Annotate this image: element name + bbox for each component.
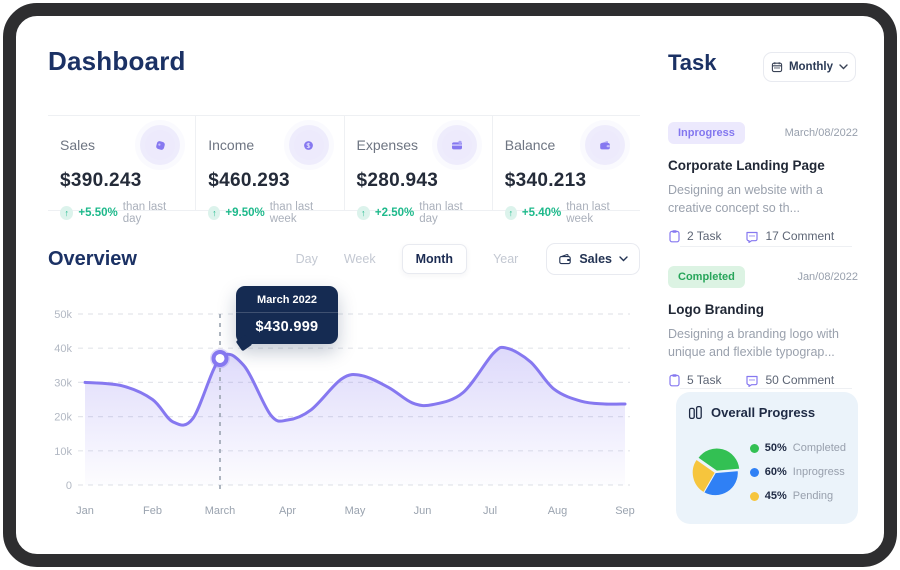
stat-delta: +2.50% <box>374 207 415 219</box>
stat-delta: +5.50% <box>78 207 118 219</box>
svg-text:20k: 20k <box>54 412 72 424</box>
overview-line-chart[interactable]: 50k 40k 30k 20k 10k 0 Jan Feb March Apr May Jun Jul A… <box>48 286 640 530</box>
stat-label: Expenses <box>356 137 418 153</box>
stat-label: Sales <box>60 137 96 153</box>
stat-delta-suffix: than last day <box>122 201 167 225</box>
svg-text:March: March <box>205 505 236 517</box>
task-card[interactable]: Completed Jan/08/2022 Logo Branding Desi… <box>668 266 858 387</box>
tab-day[interactable]: Day <box>295 252 318 266</box>
tab-month[interactable]: Month <box>401 244 468 274</box>
arrow-up-icon: ↑ <box>208 206 221 220</box>
svg-text:30k: 30k <box>54 377 72 389</box>
status-badge: Completed <box>668 266 745 288</box>
clipboard-icon <box>669 230 680 243</box>
task-date: March/08/2022 <box>784 127 858 139</box>
legend-dot <box>749 443 759 453</box>
stat-card-balance[interactable]: Balance $340.213 ↑ +5.40% than last week <box>491 116 640 225</box>
status-badge: Inprogress <box>668 122 745 144</box>
svg-text:Sep: Sep <box>615 505 635 517</box>
task-description: Designing an website with a creative con… <box>668 183 823 216</box>
svg-text:Jul: Jul <box>483 505 497 517</box>
svg-text:May: May <box>345 505 366 517</box>
stat-label: Balance <box>504 137 556 153</box>
monthly-filter-dropdown[interactable]: Monthly <box>763 52 856 82</box>
progress-title: Overall Progress <box>711 405 816 420</box>
stat-delta-suffix: than last week <box>269 201 314 225</box>
arrow-up-icon: ↑ <box>60 206 74 220</box>
tooltip-title: March 2022 <box>236 294 338 313</box>
comment-count: 17 Comment <box>745 229 834 243</box>
task-description: Designing a branding logo with unique an… <box>668 327 839 360</box>
wallet-icon <box>559 253 572 264</box>
stat-delta: +5.40% <box>521 207 562 219</box>
sales-filter-label: Sales <box>579 252 612 266</box>
arrow-up-icon: ↑ <box>356 206 370 220</box>
legend-item-completed: 50% Completed <box>749 442 846 454</box>
svg-text:50k: 50k <box>54 309 72 321</box>
svg-text:Aug: Aug <box>548 505 568 517</box>
chart-tooltip: March 2022 $430.999 <box>236 286 338 344</box>
comment-count: 50 Comment <box>745 373 834 387</box>
svg-text:Apr: Apr <box>279 505 296 517</box>
legend-dot <box>749 491 759 501</box>
stat-label: Income <box>208 137 255 153</box>
svg-text:Feb: Feb <box>143 505 162 517</box>
overall-progress-card[interactable]: Overall Progress 50% Completed 60% Inpro… <box>676 392 858 524</box>
progress-pie-chart <box>691 447 741 497</box>
stat-value: $460.293 <box>208 170 290 191</box>
chevron-down-icon <box>619 256 628 262</box>
task-date: Jan/08/2022 <box>797 271 858 283</box>
comment-icon <box>746 231 759 243</box>
overview-title: Overview <box>48 247 137 270</box>
range-tabs: Day Week Month Year <box>295 244 519 274</box>
page-title: Dashboard <box>48 46 186 76</box>
calendar-icon <box>771 62 783 73</box>
bar-chart-icon <box>688 405 702 420</box>
divider <box>680 388 852 389</box>
task-card[interactable]: Inprogress March/08/2022 Corporate Landi… <box>668 122 858 243</box>
monthly-filter-label: Monthly <box>788 61 834 73</box>
task-title: Logo Branding <box>668 302 764 317</box>
stat-card-sales[interactable]: Sales $390.243 ↑ +5.50% than last day <box>48 116 195 225</box>
svg-text:10k: 10k <box>54 446 72 458</box>
svg-text:40k: 40k <box>54 343 72 355</box>
tab-week[interactable]: Week <box>343 252 376 266</box>
income-icon <box>293 130 324 160</box>
sales-filter-dropdown[interactable]: Sales <box>546 243 640 275</box>
svg-text:0: 0 <box>66 480 72 492</box>
task-count: 2 Task <box>668 229 721 243</box>
chevron-down-icon <box>839 64 848 70</box>
stat-delta: +9.50% <box>225 207 265 219</box>
stats-row: Sales $390.243 ↑ +5.50% than last day In… <box>48 115 640 225</box>
task-count: 5 Task <box>668 373 721 387</box>
task-panel-title: Task <box>668 50 717 75</box>
stat-card-income[interactable]: Income $460.293 ↑ +9.50% than last week <box>195 116 343 225</box>
task-title: Corporate Landing Page <box>668 158 825 173</box>
svg-text:Jun: Jun <box>414 505 432 517</box>
stat-value: $280.943 <box>356 170 439 191</box>
sales-icon <box>145 130 176 160</box>
stat-card-expenses[interactable]: Expenses $280.943 ↑ +2.50% than last day <box>343 116 492 225</box>
stat-delta-suffix: than last day <box>419 201 463 225</box>
arrow-up-icon: ↑ <box>504 206 517 220</box>
stat-delta-suffix: than last week <box>566 201 610 225</box>
expenses-icon <box>441 130 472 160</box>
stat-value: $390.243 <box>60 170 142 191</box>
pie-legend: 50% Completed 60% Inprogress 45% Pending <box>749 442 846 502</box>
clipboard-icon <box>669 374 680 387</box>
svg-text:Jan: Jan <box>76 505 94 517</box>
stat-value: $340.213 <box>504 170 587 191</box>
balance-icon <box>590 130 620 160</box>
legend-item-inprogress: 60% Inprogress <box>749 466 846 478</box>
tab-year[interactable]: Year <box>493 252 519 266</box>
divider <box>680 246 852 247</box>
legend-item-pending: 45% Pending <box>749 490 846 502</box>
tooltip-value: $430.999 <box>255 319 319 335</box>
comment-icon <box>746 375 759 387</box>
legend-dot <box>749 467 759 477</box>
